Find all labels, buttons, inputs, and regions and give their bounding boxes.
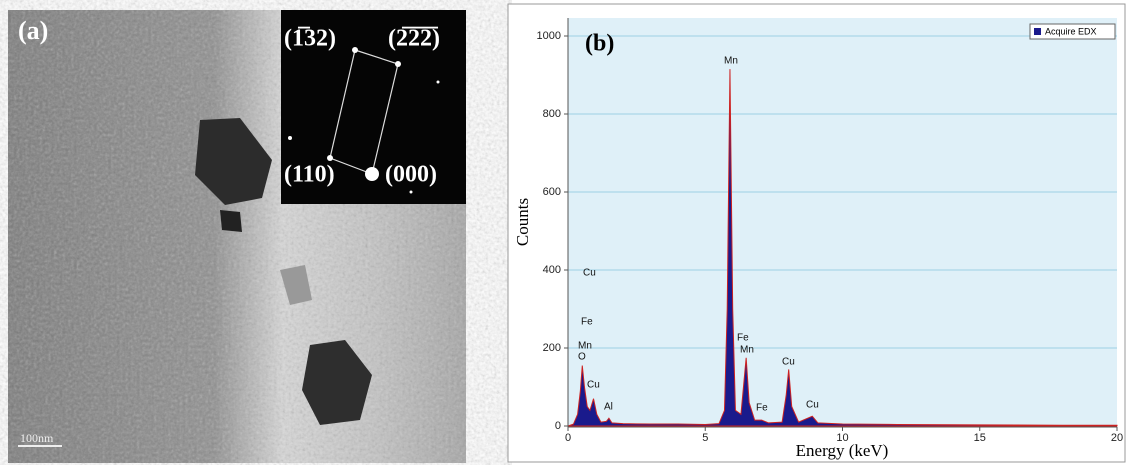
x-tick-label: 0 (565, 432, 571, 444)
spot-label: (2̅2̅2̅) (388, 26, 440, 52)
y-tick-label: 600 (543, 186, 561, 198)
y-tick-label: 800 (543, 108, 561, 120)
legend-box (1029, 23, 1116, 40)
peak-label: Mn (740, 345, 754, 356)
spot-label: (110) (284, 162, 335, 188)
x-tick-label: 10 (836, 432, 848, 444)
y-axis-title: Counts (513, 198, 532, 246)
peak-label: Al (604, 402, 613, 413)
peak-label: Cu (782, 357, 795, 368)
legend-label: Acquire EDX (1045, 26, 1097, 36)
x-axis-title: Energy (keV) (796, 441, 889, 460)
diffraction-spots (288, 47, 440, 194)
y-tick-label: 1000 (537, 30, 561, 42)
peak-label: Mn (724, 56, 738, 67)
y-tick-label: 200 (543, 342, 561, 354)
spectrum (567, 69, 1118, 427)
x-tick-label: 20 (1111, 432, 1123, 444)
y-tick-label: 400 (543, 264, 561, 276)
plot-area (568, 18, 1117, 427)
scale-label: 100nm (20, 431, 54, 445)
peak-label: Fe (581, 317, 593, 328)
peak-label: Fe (756, 403, 768, 414)
spot-label: (1̅32) (284, 26, 336, 52)
x-tick-label: 5 (702, 432, 708, 444)
x-tick-label: 15 (974, 432, 986, 444)
peak-label: Cu (587, 380, 600, 391)
panel-label: (a) (18, 16, 48, 45)
peak-label: Cu (806, 400, 819, 411)
legend-swatch (1034, 28, 1041, 35)
peak-label: Mn (578, 341, 592, 352)
peak-label: Fe (737, 333, 749, 344)
panel-label: (b) (585, 31, 614, 57)
spot-label: (000) (385, 162, 437, 188)
y-tick-label: 0 (555, 420, 561, 432)
peak-label: Cu (583, 268, 596, 279)
peak-label: O (578, 352, 586, 363)
